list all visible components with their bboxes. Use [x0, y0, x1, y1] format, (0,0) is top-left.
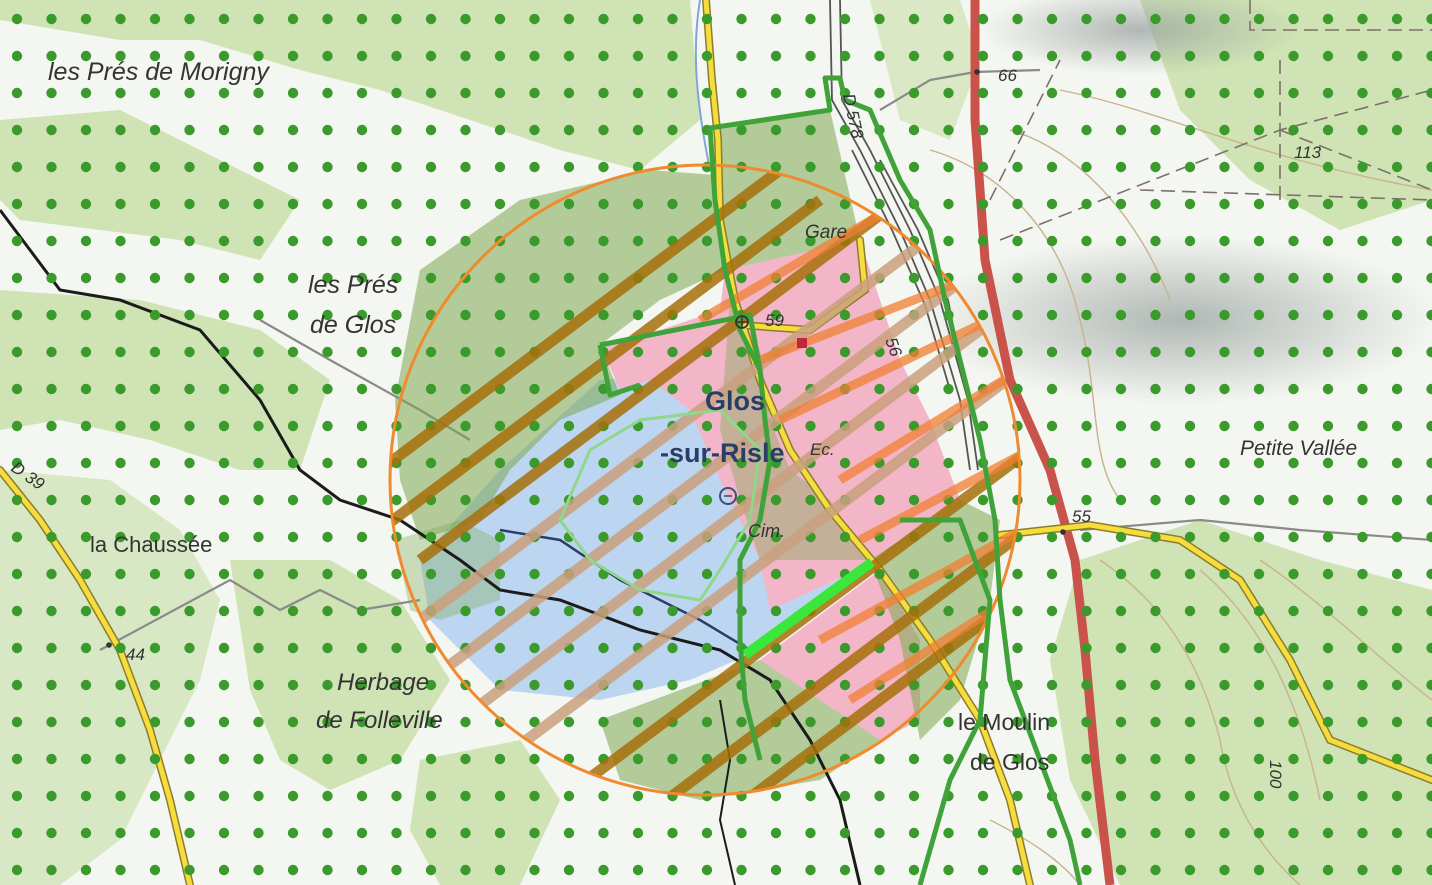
label-chaussee: la Chaussée [90, 532, 212, 557]
label-pres-glos-2: de Glos [310, 311, 396, 339]
label-petite-vallee: Petite Vallée [1240, 437, 1357, 460]
label-herbage-1: Herbage [337, 669, 429, 696]
label-ec: Ec. [810, 440, 835, 459]
bright-green-segment [742, 557, 875, 660]
cemetery-icon [719, 487, 737, 505]
label-town-glos-1: Glos [705, 386, 765, 416]
label-moulin-2: de Glos [970, 749, 1049, 775]
zone-circle-outline[interactable] [388, 163, 1022, 797]
hatch-orange [697, 211, 1020, 704]
label-alt-66: 66 [998, 66, 1017, 85]
label-alt-113: 113 [1294, 143, 1322, 162]
label-moulin-1: le Moulin [958, 709, 1050, 735]
label-alt-100: 100 [1266, 760, 1285, 789]
label-herbage-2: de Folleville [316, 707, 443, 734]
label-pres-morigny: les Prés de Morigny [48, 58, 270, 86]
hatch-tan [416, 240, 1020, 765]
label-alt-55: 55 [1072, 507, 1091, 526]
label-pres-glos-1: les Prés [308, 271, 398, 299]
green-outlines [597, 75, 1083, 885]
label-alt-59: 59 [765, 311, 784, 330]
label-town-glos-2: -sur-Risle [660, 438, 785, 468]
church-icon [735, 315, 749, 329]
label-gare: Gare [805, 222, 847, 243]
hatch-brown [390, 165, 1020, 795]
hatched-circle-zone[interactable] [380, 165, 1040, 820]
label-alt-44: 44 [126, 645, 145, 664]
road-junction-markers [106, 69, 1066, 648]
light-green-outline [558, 408, 762, 602]
monument-icon [797, 338, 807, 348]
label-cim: Cim. [748, 521, 785, 541]
